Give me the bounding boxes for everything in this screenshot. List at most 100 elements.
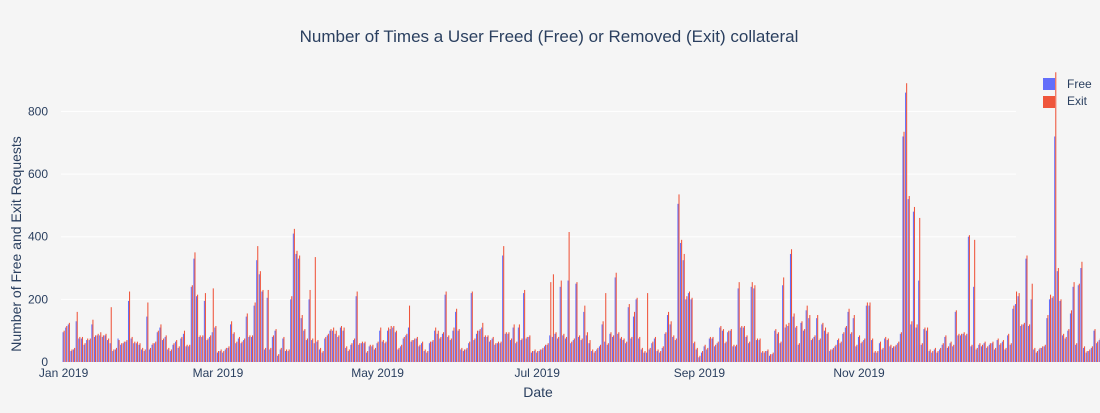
bar-free[interactable]: [790, 254, 791, 362]
bar-free[interactable]: [1057, 271, 1058, 362]
bar-free[interactable]: [594, 353, 595, 362]
bar-exit[interactable]: [678, 194, 679, 362]
bar-free[interactable]: [186, 346, 187, 362]
bar-exit[interactable]: [639, 337, 640, 362]
bar-free[interactable]: [366, 353, 367, 362]
bar-free[interactable]: [704, 346, 705, 362]
bar-free[interactable]: [243, 340, 244, 362]
bar-free[interactable]: [502, 256, 503, 363]
bar-free[interactable]: [1086, 353, 1087, 362]
bar-exit[interactable]: [783, 277, 784, 362]
bar-free[interactable]: [468, 343, 469, 362]
bar-free[interactable]: [952, 346, 953, 362]
bar-free[interactable]: [557, 339, 558, 362]
bar-free[interactable]: [416, 339, 417, 362]
bar-exit[interactable]: [561, 281, 562, 362]
bar-exit[interactable]: [938, 351, 939, 362]
bar-exit[interactable]: [176, 340, 177, 362]
bar-free[interactable]: [900, 334, 901, 362]
bar-free[interactable]: [738, 288, 739, 362]
bar-free[interactable]: [819, 340, 820, 362]
bar-free[interactable]: [876, 353, 877, 362]
bar-exit[interactable]: [990, 343, 991, 362]
bar-free[interactable]: [602, 324, 603, 362]
bar-free[interactable]: [162, 340, 163, 362]
bar-exit[interactable]: [336, 331, 337, 362]
bar-exit[interactable]: [828, 332, 829, 362]
bar-exit[interactable]: [281, 348, 282, 362]
bar-exit[interactable]: [765, 351, 766, 362]
bar-free[interactable]: [335, 334, 336, 362]
bar-exit[interactable]: [665, 332, 666, 362]
bar-free[interactable]: [882, 349, 883, 362]
bar-free[interactable]: [248, 337, 249, 362]
bar-exit[interactable]: [804, 329, 805, 362]
bar-free[interactable]: [144, 351, 145, 362]
bar-free[interactable]: [259, 274, 260, 362]
bar-exit[interactable]: [603, 321, 604, 362]
bar-free[interactable]: [607, 345, 608, 362]
bar-free[interactable]: [322, 353, 323, 362]
bar-free[interactable]: [513, 328, 514, 362]
bar-exit[interactable]: [351, 343, 352, 362]
bar-exit[interactable]: [524, 290, 525, 362]
bar-free[interactable]: [141, 349, 142, 362]
bar-exit[interactable]: [650, 348, 651, 362]
bar-free[interactable]: [272, 337, 273, 362]
bar-exit[interactable]: [294, 229, 295, 362]
bar-free[interactable]: [855, 346, 856, 362]
bar-exit[interactable]: [587, 332, 588, 362]
bar-exit[interactable]: [422, 342, 423, 362]
bar-exit[interactable]: [749, 342, 750, 362]
bar-exit[interactable]: [922, 343, 923, 362]
bar-exit[interactable]: [809, 315, 810, 362]
bar-exit[interactable]: [1089, 349, 1090, 362]
bar-exit[interactable]: [958, 334, 959, 362]
bar-exit[interactable]: [911, 321, 912, 362]
bar-exit[interactable]: [1087, 351, 1088, 362]
bar-exit[interactable]: [529, 335, 530, 362]
bar-free[interactable]: [743, 328, 744, 362]
bar-exit[interactable]: [223, 351, 224, 362]
bar-exit[interactable]: [629, 304, 630, 362]
bar-exit[interactable]: [906, 83, 907, 362]
bar-free[interactable]: [717, 343, 718, 362]
bar-exit[interactable]: [247, 313, 248, 362]
bar-free[interactable]: [931, 353, 932, 362]
bar-exit[interactable]: [66, 326, 67, 362]
bar-exit[interactable]: [461, 348, 462, 362]
bar-exit[interactable]: [325, 337, 326, 362]
bar-exit[interactable]: [252, 335, 253, 362]
bar-free[interactable]: [1073, 287, 1074, 362]
bar-exit[interactable]: [966, 334, 967, 362]
bar-exit[interactable]: [108, 339, 109, 362]
bar-free[interactable]: [691, 299, 692, 362]
bar-free[interactable]: [1036, 353, 1037, 362]
bar-free[interactable]: [520, 340, 521, 362]
bar-free[interactable]: [84, 345, 85, 362]
bar-free[interactable]: [306, 340, 307, 362]
bar-exit[interactable]: [715, 345, 716, 362]
bar-exit[interactable]: [1016, 292, 1017, 362]
bar-free[interactable]: [94, 337, 95, 362]
bar-free[interactable]: [916, 328, 917, 362]
bar-exit[interactable]: [644, 351, 645, 362]
bar-exit[interactable]: [414, 339, 415, 362]
bar-free[interactable]: [285, 351, 286, 362]
bar-free[interactable]: [238, 339, 239, 362]
bar-free[interactable]: [1004, 349, 1005, 362]
bar-exit[interactable]: [752, 282, 753, 362]
bar-free[interactable]: [973, 287, 974, 362]
bar-exit[interactable]: [914, 207, 915, 362]
bar-exit[interactable]: [299, 256, 300, 363]
bar-exit[interactable]: [1011, 343, 1012, 362]
bar-exit[interactable]: [563, 334, 564, 362]
bar-free[interactable]: [539, 351, 540, 362]
bar-free[interactable]: [575, 284, 576, 362]
bar-exit[interactable]: [943, 343, 944, 362]
bar-free[interactable]: [452, 331, 453, 362]
bar-exit[interactable]: [548, 343, 549, 362]
bar-free[interactable]: [583, 312, 584, 362]
bar-exit[interactable]: [731, 329, 732, 362]
bar-exit[interactable]: [166, 335, 167, 362]
